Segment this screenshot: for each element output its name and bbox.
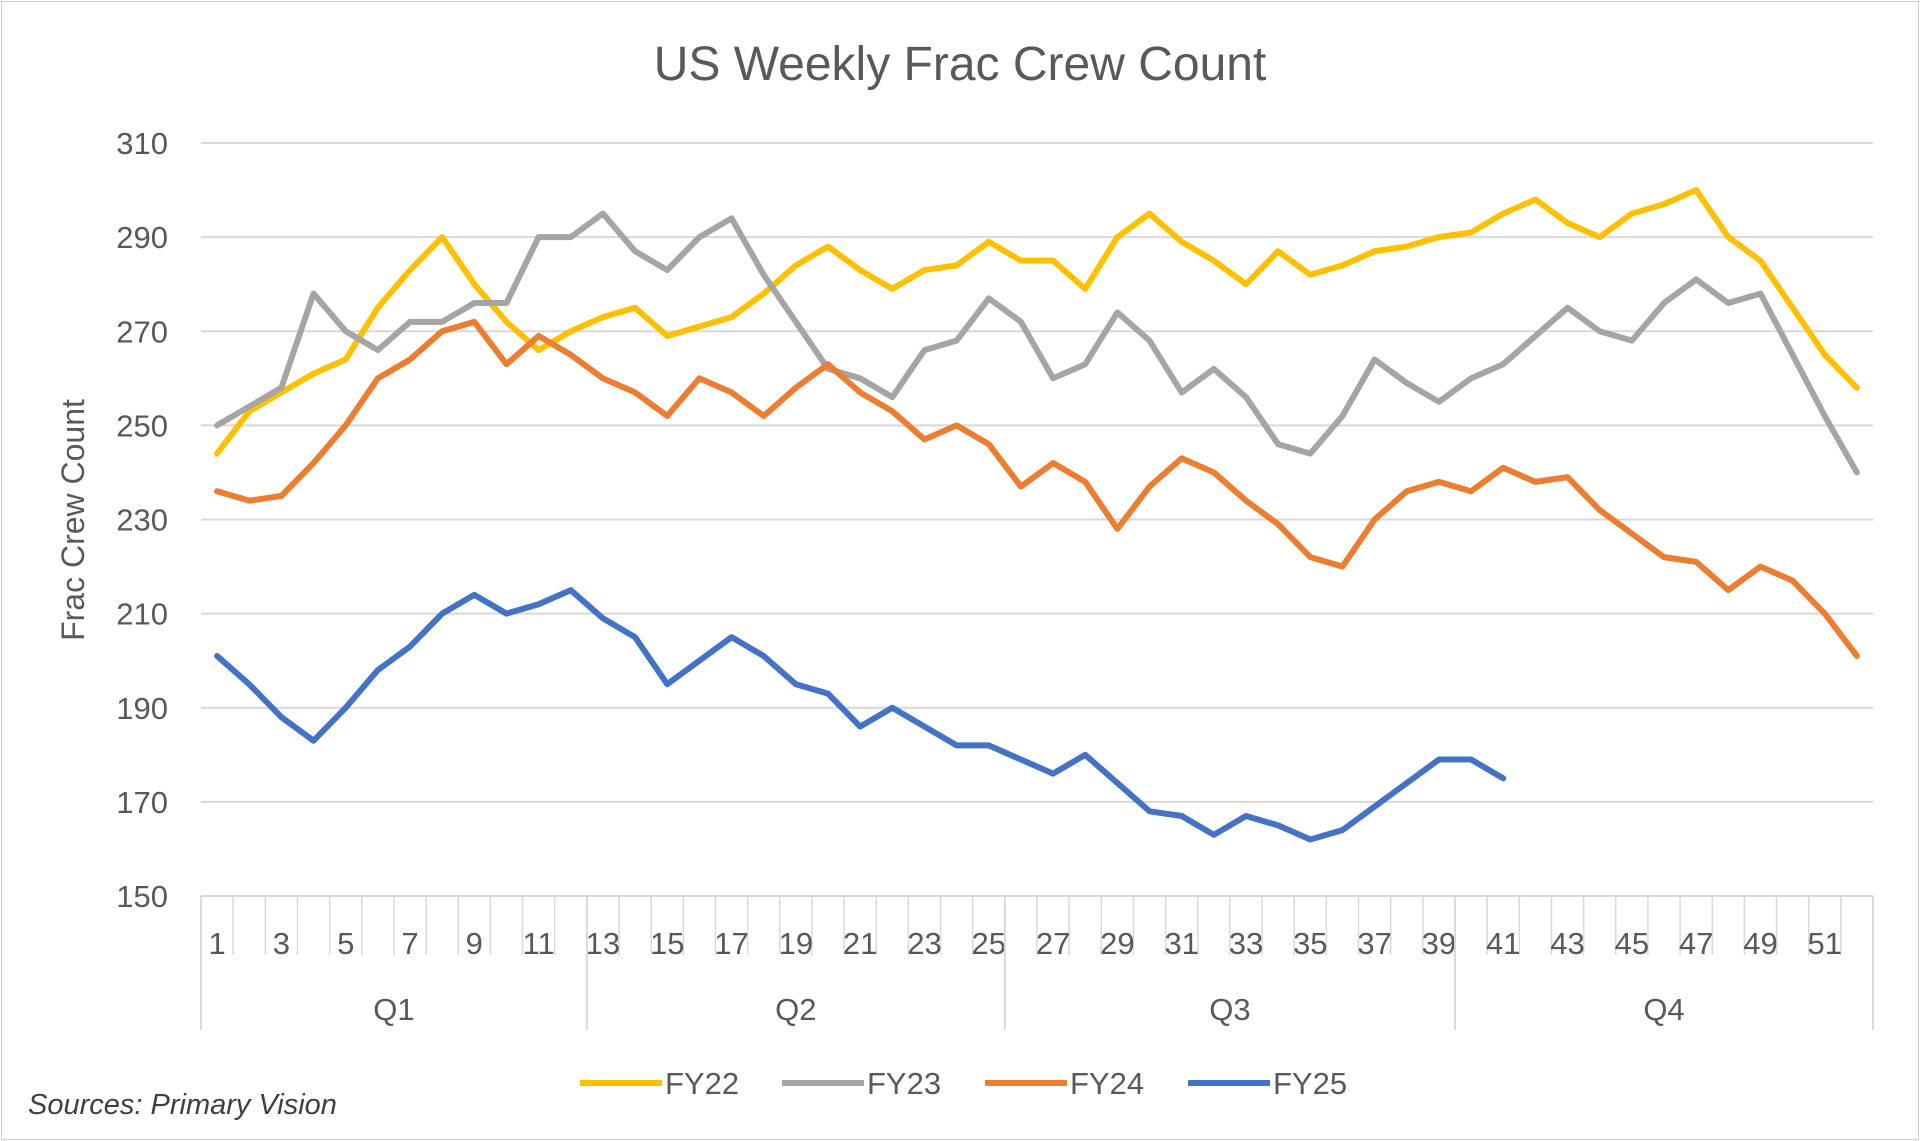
- x-tick-label: 23: [907, 926, 941, 961]
- quarter-label: Q1: [373, 992, 414, 1027]
- y-tick-label: 170: [116, 785, 168, 820]
- y-tick-label: 250: [116, 408, 168, 443]
- x-tick-label: 29: [1100, 926, 1134, 961]
- quarter-label: Q4: [1643, 992, 1684, 1027]
- x-tick-label: 7: [401, 926, 418, 961]
- quarter-label: Q3: [1209, 992, 1250, 1027]
- y-tick-label: 190: [116, 691, 168, 726]
- x-tick-label: 51: [1808, 926, 1842, 961]
- x-tick-label: 13: [586, 926, 620, 961]
- x-tick-label: 47: [1679, 926, 1713, 961]
- y-tick-label: 290: [116, 220, 168, 255]
- x-tick-label: 25: [972, 926, 1006, 961]
- x-tick-label: 15: [650, 926, 684, 961]
- legend-item-fy24: FY24: [985, 1066, 1144, 1101]
- x-tick-label: 41: [1486, 926, 1520, 961]
- legend-label: FY24: [1070, 1066, 1144, 1101]
- chart-title: US Weekly Frac Crew Count: [654, 38, 1267, 91]
- legend-item-fy25: FY25: [1188, 1066, 1347, 1101]
- x-tick-label: 39: [1422, 926, 1456, 961]
- x-tick-label: 11: [523, 926, 555, 961]
- legend-item-fy23: FY23: [782, 1066, 941, 1101]
- x-tick-label: 27: [1036, 926, 1070, 961]
- series-line-fy22: [214, 187, 1860, 457]
- legend-item-fy22: FY22: [580, 1066, 739, 1101]
- x-tick-label: 1: [208, 926, 225, 961]
- y-tick-label: 270: [116, 314, 168, 349]
- x-tick-label: 21: [843, 926, 877, 961]
- x-tick-label: 33: [1229, 926, 1263, 961]
- x-tick-label: 43: [1550, 926, 1584, 961]
- y-tick-label: 150: [116, 879, 168, 914]
- x-tick-label: 17: [714, 926, 748, 961]
- legend-label: FY22: [665, 1066, 739, 1101]
- series-line-fy25: [214, 587, 1507, 843]
- series-line-fy23: [214, 210, 1860, 476]
- x-tick-label: 19: [779, 926, 813, 961]
- x-tick-label: 31: [1164, 926, 1198, 961]
- quarter-label: Q2: [775, 992, 816, 1027]
- x-tick-label: 35: [1293, 926, 1327, 961]
- x-tick-label: 5: [337, 926, 354, 961]
- y-axis-label: Frac Crew Count: [55, 399, 91, 641]
- legend-label: FY23: [867, 1066, 941, 1101]
- y-tick-label: 210: [116, 597, 168, 632]
- x-tick-label: 37: [1357, 926, 1391, 961]
- y-tick-label: 310: [116, 126, 168, 161]
- x-tick-label: 45: [1615, 926, 1649, 961]
- y-tick-label: 230: [116, 503, 168, 538]
- legend-label: FY25: [1273, 1066, 1347, 1101]
- source-note: Sources: Primary Vision: [28, 1089, 337, 1121]
- x-tick-label: 49: [1743, 926, 1777, 961]
- series-line-fy24: [214, 318, 1860, 659]
- x-tick-label: 3: [273, 926, 290, 961]
- x-tick-label: 9: [466, 926, 483, 961]
